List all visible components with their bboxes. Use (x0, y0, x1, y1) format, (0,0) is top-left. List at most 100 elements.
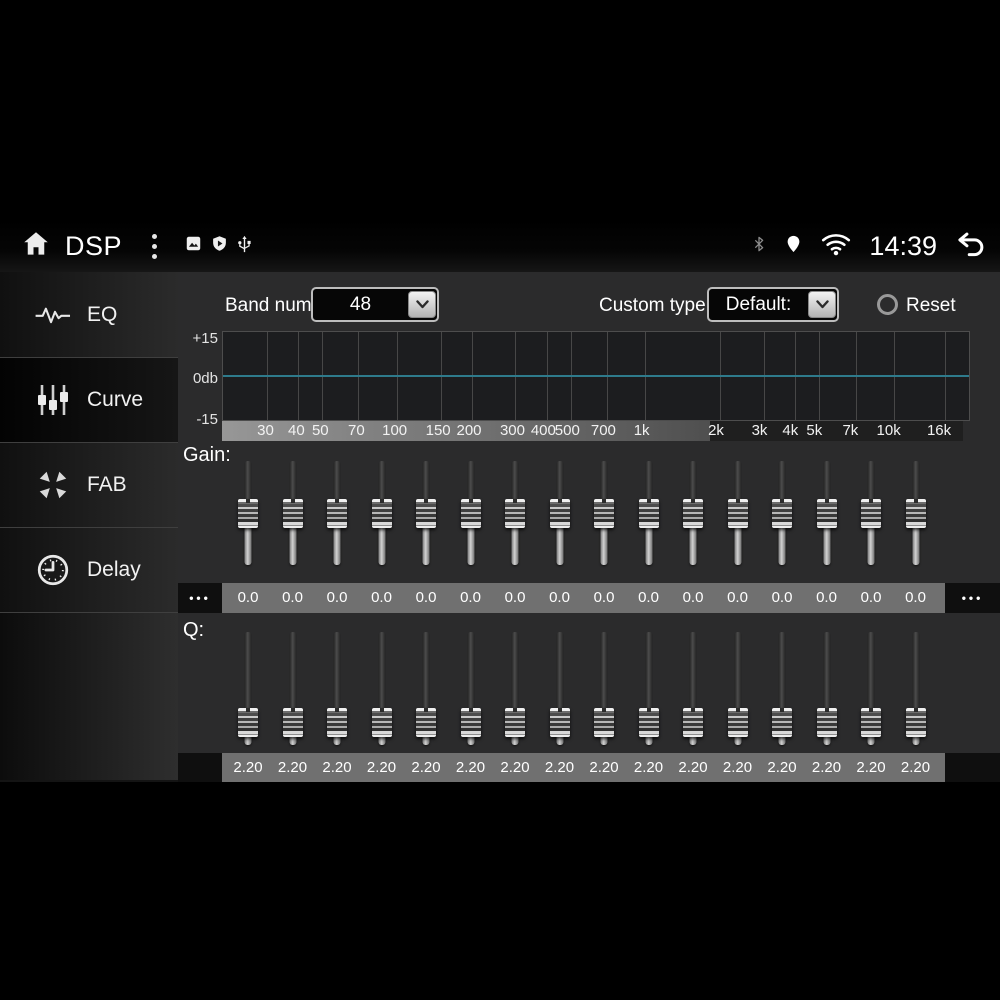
slider-track-upper (467, 632, 474, 723)
gain-slider[interactable] (813, 458, 841, 568)
slider-handle[interactable] (549, 707, 570, 737)
overflow-menu-icon[interactable] (146, 230, 163, 263)
gain-slider[interactable] (590, 458, 618, 568)
slider-handle[interactable] (238, 707, 258, 737)
back-icon[interactable] (954, 230, 988, 263)
gain-slider[interactable] (412, 458, 440, 568)
custom-type-dropdown-button[interactable] (808, 291, 836, 318)
slider-handle[interactable] (905, 707, 926, 737)
q-slider[interactable] (724, 630, 752, 749)
y-tick-label: -15 (196, 411, 218, 428)
slider-handle[interactable] (416, 498, 436, 528)
slider-handle[interactable] (683, 498, 703, 528)
q-slider[interactable] (323, 630, 351, 749)
app-title: DSP (65, 230, 123, 261)
slider-handle[interactable] (772, 707, 792, 737)
gain-slider[interactable] (902, 458, 930, 568)
slider-handle[interactable] (282, 707, 303, 737)
frequency-axis: 30 40 50 70 100 150 200 300 400 500 700 1k 2k 3k 4k 5k 7… (222, 421, 963, 441)
q-slider[interactable] (546, 630, 574, 749)
gain-slider[interactable] (679, 458, 707, 568)
gain-slider[interactable] (635, 458, 663, 568)
q-slider[interactable] (768, 630, 796, 749)
slider-handle[interactable] (327, 498, 347, 528)
gain-slider[interactable] (546, 458, 574, 568)
q-value: 2.20 (411, 759, 441, 776)
fader-balance-icon (34, 467, 72, 503)
band-num-dropdown-button[interactable] (408, 291, 436, 318)
q-slider[interactable] (635, 630, 663, 749)
gain-slider[interactable] (457, 458, 485, 568)
sidebar-item-delay[interactable]: Delay (0, 527, 178, 612)
custom-type-select[interactable]: Default: (707, 287, 839, 322)
slider-handle[interactable] (772, 498, 792, 528)
q-slider[interactable] (902, 630, 930, 749)
slider-handle[interactable] (861, 498, 881, 528)
slider-track-lower (778, 513, 786, 565)
gain-scroll-left-button[interactable]: ••• (178, 583, 222, 613)
slider-handle[interactable] (416, 707, 436, 737)
q-slider[interactable] (234, 630, 262, 749)
gain-value: 0.0 (326, 589, 348, 606)
sidebar-item-curve[interactable]: Curve (0, 357, 178, 442)
gain-slider[interactable] (768, 458, 796, 568)
slider-handle[interactable] (327, 707, 347, 737)
slider-handle[interactable] (505, 707, 525, 737)
slider-handle[interactable] (460, 707, 481, 737)
usb-icon (237, 235, 252, 258)
slider-handle[interactable] (371, 498, 392, 528)
slider-handle[interactable] (727, 707, 748, 737)
gain-slider[interactable] (279, 458, 307, 568)
slider-track-upper (422, 632, 430, 723)
slider-track-upper (823, 632, 830, 723)
q-slider[interactable] (279, 630, 307, 749)
gain-value: 0.0 (415, 589, 437, 606)
slider-handle[interactable] (638, 498, 659, 528)
band-num-select[interactable]: 48 (311, 287, 439, 322)
q-slider[interactable] (590, 630, 618, 749)
slider-handle[interactable] (505, 498, 525, 528)
slider-track-upper (734, 461, 741, 513)
gain-slider[interactable] (724, 458, 752, 568)
gain-value: 0.0 (727, 589, 748, 606)
slider-handle[interactable] (460, 498, 481, 528)
slider-track-lower (867, 513, 875, 565)
slider-handle[interactable] (371, 707, 392, 737)
slider-handle[interactable] (594, 498, 614, 528)
q-value: 2.20 (500, 759, 530, 776)
gain-slider[interactable] (368, 458, 396, 568)
gain-slider[interactable] (323, 458, 351, 568)
gain-slider[interactable] (501, 458, 529, 568)
sidebar-item-eq[interactable]: EQ (0, 272, 178, 357)
gain-value: 0.0 (549, 589, 570, 606)
x-tick-label: 50 (311, 422, 329, 439)
slider-handle[interactable] (238, 498, 258, 528)
slider-handle[interactable] (816, 707, 837, 737)
q-slider[interactable] (457, 630, 485, 749)
slider-track-upper (244, 632, 252, 723)
slider-track-upper (511, 632, 519, 723)
slider-handle[interactable] (549, 498, 570, 528)
gain-slider[interactable] (857, 458, 885, 568)
q-slider[interactable] (412, 630, 440, 749)
slider-handle[interactable] (683, 707, 703, 737)
q-slider[interactable] (679, 630, 707, 749)
slider-handle[interactable] (638, 707, 659, 737)
slider-handle[interactable] (816, 498, 837, 528)
slider-handle[interactable] (727, 498, 748, 528)
slider-handle[interactable] (594, 707, 614, 737)
slider-handle[interactable] (282, 498, 303, 528)
gain-scroll-right-button[interactable]: ••• (945, 583, 1000, 613)
slider-handle[interactable] (861, 707, 881, 737)
q-slider[interactable] (501, 630, 529, 749)
q-slider[interactable] (857, 630, 885, 749)
slider-track-upper (556, 461, 563, 513)
sidebar-item-fab[interactable]: FAB (0, 442, 178, 527)
q-slider[interactable] (368, 630, 396, 749)
home-icon[interactable] (20, 229, 52, 264)
slider-handle[interactable] (905, 498, 926, 528)
q-slider[interactable] (813, 630, 841, 749)
reset-radio[interactable] (877, 294, 898, 315)
gain-slider[interactable] (234, 458, 262, 568)
slider-track-upper (689, 632, 697, 723)
